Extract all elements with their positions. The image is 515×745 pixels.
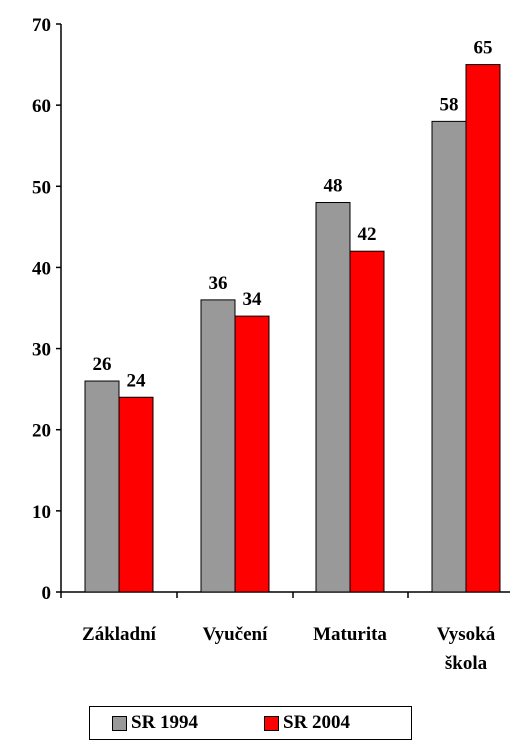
x-axis bbox=[60, 591, 510, 598]
legend-swatch-sr-2004 bbox=[264, 715, 279, 731]
legend-item-sr-1994: SR 1994 bbox=[112, 713, 198, 733]
bar-sr-1994 bbox=[431, 120, 467, 593]
category-label: Základní bbox=[82, 624, 157, 645]
legend-swatch-sr-1994 bbox=[112, 715, 127, 731]
bar-sr-2004 bbox=[118, 396, 154, 593]
y-tick-label: 0 bbox=[42, 583, 52, 604]
y-tick-label: 50 bbox=[32, 177, 51, 198]
y-tick-label: 10 bbox=[32, 502, 51, 523]
data-labels: 26 36 48 58 24 34 42 65 bbox=[93, 38, 493, 392]
category-label: škola bbox=[445, 653, 488, 674]
y-tick-label: 40 bbox=[32, 258, 51, 279]
data-label: 58 bbox=[440, 94, 459, 115]
category-labels: Základní Vyučení Maturita Vysoká škola bbox=[82, 624, 496, 674]
bar-sr-1994 bbox=[315, 202, 351, 593]
bar-sr-1994 bbox=[84, 380, 120, 593]
legend-label-sr-1994: SR 1994 bbox=[131, 712, 199, 733]
data-label: 36 bbox=[209, 273, 228, 294]
category-label: Vyučení bbox=[203, 624, 268, 645]
bar-sr-2004 bbox=[234, 315, 270, 593]
y-tick-label: 20 bbox=[32, 421, 51, 442]
data-label: 34 bbox=[243, 289, 263, 310]
data-label: 48 bbox=[324, 176, 343, 197]
legend-item-sr-2004: SR 2004 bbox=[264, 713, 350, 733]
bars bbox=[84, 64, 501, 593]
legend-label-sr-2004: SR 2004 bbox=[283, 712, 351, 733]
y-tick-label: 60 bbox=[32, 96, 51, 117]
y-tick-label: 70 bbox=[32, 15, 51, 36]
bar-sr-2004 bbox=[465, 64, 501, 593]
y-tick-label: 30 bbox=[32, 340, 51, 361]
data-label: 65 bbox=[474, 38, 493, 59]
data-label: 24 bbox=[127, 370, 147, 391]
legend: SR 1994 SR 2004 bbox=[89, 706, 412, 740]
data-label: 42 bbox=[358, 224, 377, 245]
y-axis: 0 10 20 30 40 50 60 70 bbox=[32, 15, 62, 604]
bar-sr-1994 bbox=[200, 299, 236, 593]
category-label: Maturita bbox=[313, 624, 387, 645]
bar-chart: 0 10 20 30 40 50 60 70 26 36 48 58 24 34 42 65 Základn… bbox=[32, 15, 510, 674]
bar-sr-2004 bbox=[349, 250, 385, 593]
category-label: Vysoká bbox=[437, 624, 496, 645]
data-label: 26 bbox=[93, 354, 112, 375]
